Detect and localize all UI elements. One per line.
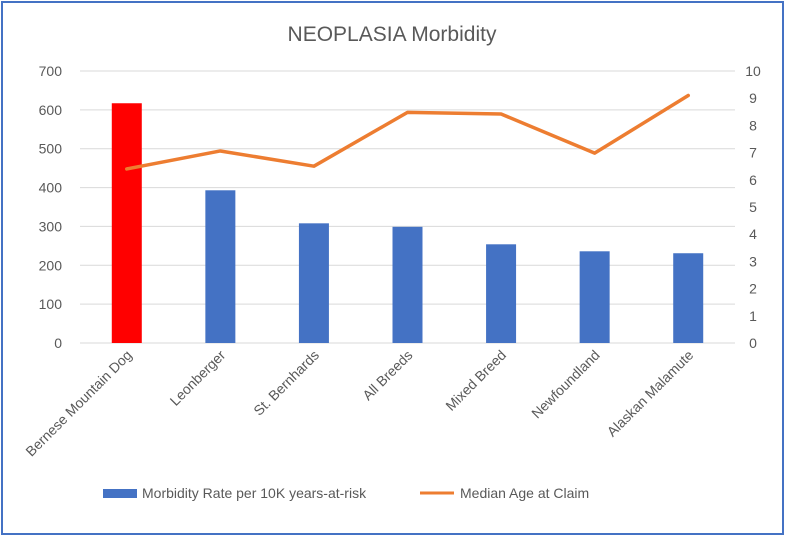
left-tick-label: 0 bbox=[54, 335, 62, 351]
left-tick-label: 700 bbox=[39, 63, 63, 79]
category-label: Leonberger bbox=[167, 347, 229, 409]
bar-series bbox=[111, 103, 704, 343]
right-tick-label: 6 bbox=[749, 172, 757, 188]
right-tick-label: 4 bbox=[749, 226, 757, 242]
category-labels: Bernese Mountain Dog Leonberger St. Bernha… bbox=[22, 347, 696, 460]
legend-label-bar: Morbidity Rate per 10K years-at-risk bbox=[142, 485, 367, 501]
category-label: Alaskan Malamute bbox=[604, 347, 697, 440]
right-tick-label: 8 bbox=[749, 117, 757, 133]
category-label: Mixed Breed bbox=[442, 347, 509, 414]
category-label: Newfoundland bbox=[528, 347, 603, 422]
gridlines bbox=[80, 70, 735, 344]
line-series bbox=[125, 93, 690, 171]
bar bbox=[111, 103, 142, 343]
bar bbox=[486, 244, 517, 343]
right-tick-label: 3 bbox=[749, 253, 757, 269]
chart-title: NEOPLASIA Morbidity bbox=[288, 23, 497, 46]
right-tick-label: 2 bbox=[749, 281, 757, 297]
left-tick-label: 400 bbox=[39, 180, 63, 196]
right-tick-label: 1 bbox=[749, 308, 757, 324]
left-tick-label: 200 bbox=[39, 257, 63, 273]
line-path bbox=[125, 93, 690, 171]
right-tick-label: 7 bbox=[749, 145, 757, 161]
right-tick-label: 0 bbox=[749, 335, 757, 351]
legend: Morbidity Rate per 10K years-at-risk Med… bbox=[103, 485, 589, 501]
legend-swatch-bar bbox=[103, 489, 137, 498]
left-axis-ticks: 0 100 200 300 400 500 600 700 bbox=[39, 63, 63, 351]
left-tick-label: 100 bbox=[39, 296, 63, 312]
category-label: St. Bernhards bbox=[250, 347, 322, 419]
bar bbox=[392, 226, 423, 343]
bar bbox=[579, 251, 610, 343]
bar bbox=[298, 223, 329, 343]
left-tick-label: 600 bbox=[39, 102, 63, 118]
left-tick-label: 500 bbox=[39, 141, 63, 157]
legend-label-line: Median Age at Claim bbox=[460, 485, 589, 501]
right-tick-label: 5 bbox=[749, 199, 757, 215]
category-label: Bernese Mountain Dog bbox=[22, 347, 135, 460]
bar bbox=[205, 190, 236, 343]
right-axis-ticks: 0 1 2 3 4 5 6 7 8 9 10 bbox=[745, 63, 761, 351]
right-tick-label: 10 bbox=[745, 63, 761, 79]
right-tick-label: 9 bbox=[749, 90, 757, 106]
category-label: All Breeds bbox=[359, 347, 415, 403]
bar bbox=[673, 253, 704, 343]
left-tick-label: 300 bbox=[39, 218, 63, 234]
